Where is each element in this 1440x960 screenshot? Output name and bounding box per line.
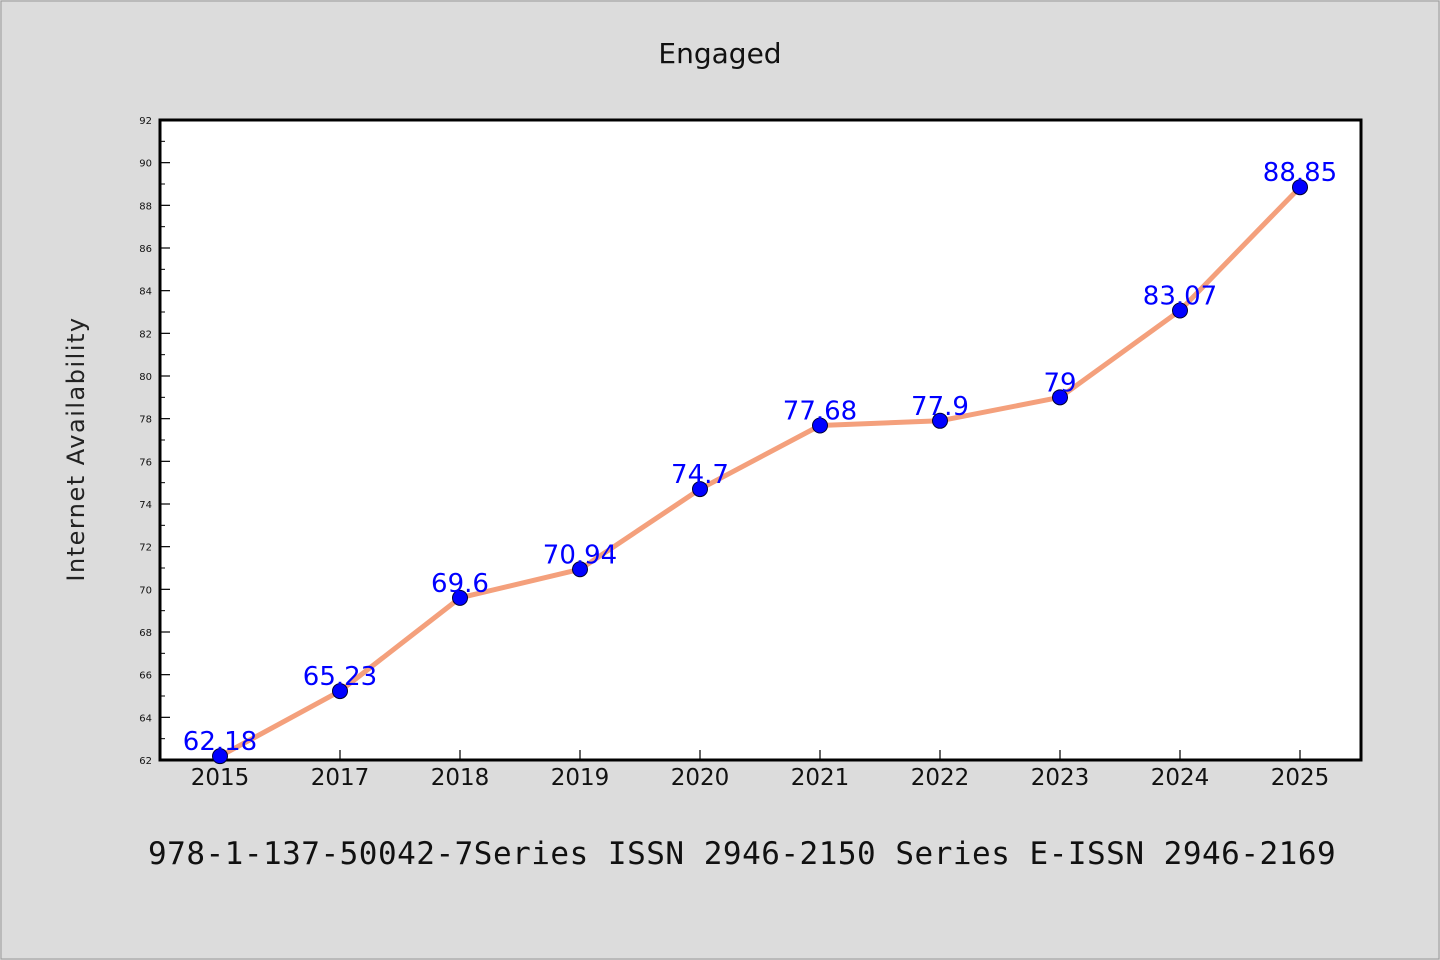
- data-label: 70.94: [543, 540, 617, 570]
- data-point: [692, 481, 708, 498]
- x-tick-label: 2017: [311, 765, 370, 791]
- x-tick-label: 2024: [1151, 765, 1210, 791]
- data-label: 83.07: [1143, 282, 1217, 312]
- data-point: [932, 412, 948, 429]
- data-point: [212, 748, 228, 765]
- data-point: [1172, 302, 1188, 319]
- data-label: 65.23: [303, 662, 377, 692]
- data-point: [572, 561, 588, 578]
- y-tick-label: 90: [139, 159, 152, 170]
- y-tick-label: 62: [139, 756, 152, 767]
- y-tick-label: 66: [139, 671, 152, 682]
- y-axis-ticks: 62 64 66 68 70 72 74 76 78 80 82 84 86 88 90 92: [139, 116, 170, 767]
- y-tick-label: 84: [139, 287, 152, 298]
- y-axis-label: Internet Availability: [62, 316, 90, 581]
- plot-area: [158, 118, 1363, 762]
- data-label: 77.68: [783, 396, 857, 426]
- y-tick-label: 88: [139, 201, 152, 212]
- y-tick-label: 68: [139, 628, 152, 639]
- y-tick-label: 92: [139, 116, 152, 127]
- data-point: [452, 589, 468, 606]
- y-tick-label: 80: [139, 372, 152, 383]
- y-tick-label: 70: [139, 585, 152, 596]
- data-label: 62.18: [183, 727, 257, 757]
- y-tick-label: 72: [139, 543, 152, 554]
- data-point: [1052, 389, 1068, 406]
- series-line: [217, 184, 1303, 759]
- x-tick-label: 2022: [911, 765, 970, 791]
- data-label: 77.9: [911, 392, 969, 422]
- data-point: [332, 683, 348, 700]
- y-tick-label: 82: [139, 329, 152, 340]
- data-label: 69.6: [431, 569, 489, 599]
- x-tick-label: 2021: [791, 765, 850, 791]
- data-label: 79: [1043, 368, 1076, 398]
- x-tick-label: 2015: [191, 765, 250, 791]
- data-label: 74.7: [671, 460, 729, 490]
- y-tick-label: 86: [139, 244, 152, 255]
- isbn-issn-footer: 978-1-137-50042-7Series ISSN 2946-2150 S…: [148, 836, 1336, 872]
- series-layer: 62.18 65.23 69.6 70.94 74.7 77.68 77.9 79 83.07 8…: [183, 158, 1337, 765]
- y-tick-label: 78: [139, 415, 152, 426]
- data-point: [1292, 179, 1308, 196]
- data-label: 88.85: [1263, 158, 1337, 188]
- data-point: [812, 417, 828, 434]
- y-tick-label: 64: [139, 713, 152, 724]
- y-tick-label: 76: [139, 457, 152, 468]
- x-tick-label: 2025: [1271, 765, 1330, 791]
- x-tick-label: 2023: [1031, 765, 1090, 791]
- chart-title: Engaged: [658, 37, 781, 70]
- x-tick-label: 2020: [671, 765, 730, 791]
- x-axis-ticks: 2015 2017 2018 2019 2020 2021 2022 2023 2024 2025: [191, 750, 1330, 791]
- y-tick-label: 74: [139, 500, 152, 511]
- x-tick-label: 2018: [431, 765, 490, 791]
- x-tick-label: 2019: [551, 765, 610, 791]
